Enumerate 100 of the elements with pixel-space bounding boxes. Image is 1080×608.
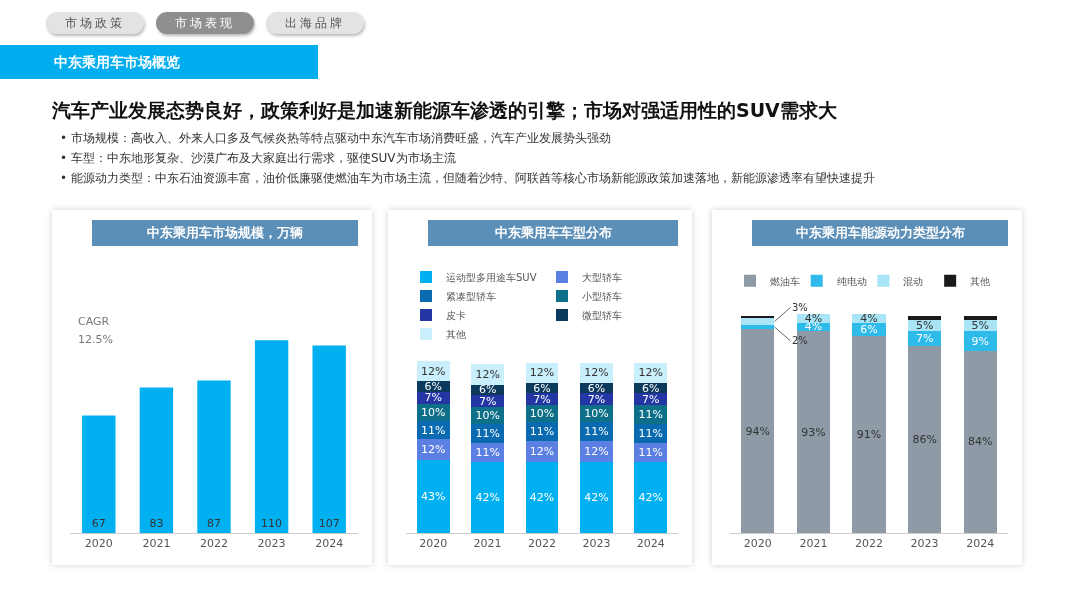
data-label: 9% <box>971 334 989 348</box>
data-label: 4% <box>860 311 878 325</box>
data-label: 42% <box>638 490 664 504</box>
bar <box>312 345 346 533</box>
x-tick-label: 2021 <box>473 537 502 551</box>
bar <box>634 461 668 533</box>
data-label: 6% <box>424 380 442 394</box>
data-label: 94% <box>745 424 771 438</box>
x-tick-label: 2021 <box>799 537 828 551</box>
text: CAGR <box>78 315 110 328</box>
x-tick-label: 2020 <box>419 537 448 551</box>
bar <box>907 316 942 321</box>
x-tick-label: 2022 <box>200 537 228 551</box>
data-label: 12% <box>420 443 446 457</box>
x-tick-label: 2024 <box>315 537 344 551</box>
legend-label: 紧凑型轿车 <box>446 290 496 302</box>
bar <box>471 461 504 533</box>
data-label: 12% <box>638 366 664 380</box>
text: 中东乘用车市场概览 <box>0 45 318 79</box>
data-label: 7% <box>424 391 442 405</box>
data-label: 6% <box>860 322 878 336</box>
bar <box>852 335 886 533</box>
text: 市场政策 <box>46 12 144 34</box>
data-label: 87 <box>207 517 221 530</box>
data-label: 6% <box>533 381 551 395</box>
text: • 市场规模：高收入、外来人口多及气候炎热等特点驱动中东汽车市场消费旺盛，汽车产业发展势头强劲 <box>60 130 612 147</box>
legend-label: 大型轿车 <box>582 271 622 283</box>
bar <box>525 461 559 533</box>
bar <box>580 461 613 533</box>
legend-label: 燃油车 <box>770 275 800 287</box>
data-label: 11% <box>475 445 500 459</box>
bar <box>741 318 775 325</box>
x-tick-label: 2024 <box>636 537 665 551</box>
legend-label: 微型轿车 <box>582 309 622 321</box>
bar <box>907 346 942 533</box>
x-tick-label: 2021 <box>142 537 171 551</box>
data-label: 11% <box>475 426 500 440</box>
bar <box>741 324 775 330</box>
data-label: 7% <box>478 394 497 408</box>
x-tick-label: 2022 <box>528 537 556 551</box>
data-label: 11% <box>420 423 446 437</box>
x-tick-label: 2020 <box>84 537 113 551</box>
annotation: 12.5% <box>78 333 113 346</box>
data-label: 11% <box>638 426 664 440</box>
data-label: 10% <box>584 407 609 421</box>
data-label: 12% <box>584 366 609 380</box>
data-label: 7% <box>587 392 606 406</box>
data-label: 86% <box>912 433 937 447</box>
data-label: 10% <box>420 405 446 419</box>
bar <box>254 340 289 533</box>
data-label: 11% <box>529 425 555 439</box>
data-label: 6% <box>478 383 497 397</box>
data-label: 11% <box>638 445 664 459</box>
data-label: 7% <box>915 332 934 346</box>
data-label: 67 <box>91 517 106 530</box>
text: 汽车产业发展态势良好，政策利好是加速新能源车渗透的引擎；市场对强适用性的SUV需求大 <box>52 98 837 123</box>
data-label: 5% <box>915 319 934 333</box>
x-tick-label: 2023 <box>257 537 286 551</box>
data-label: 83 <box>149 517 164 530</box>
data-label: 43% <box>420 489 446 503</box>
chart-title: 中东乘用车车型分布 <box>428 220 678 246</box>
data-label: 10% <box>529 407 555 421</box>
bar <box>139 387 174 533</box>
bar <box>741 329 775 533</box>
data-label: 93% <box>801 425 826 439</box>
text: 市场表现 <box>156 12 254 34</box>
data-label: 42% <box>529 490 555 504</box>
data-label: 110 <box>261 517 283 530</box>
legend-label: 小型轿车 <box>582 290 622 302</box>
legend-label: 皮卡 <box>446 309 466 321</box>
data-label: 11% <box>638 408 664 422</box>
data-label: 12% <box>584 444 609 458</box>
data-label: 107 <box>318 517 340 530</box>
x-tick-label: 2020 <box>743 537 772 551</box>
bar <box>741 316 775 319</box>
data-label: 84% <box>967 435 993 449</box>
data-label: 42% <box>584 490 609 504</box>
chart-title: 中东乘用车能源动力类型分布 <box>752 220 1008 246</box>
data-label: 91% <box>856 427 882 441</box>
legend-label: 其他 <box>446 328 466 340</box>
x-tick-label: 2022 <box>855 537 883 551</box>
bar <box>963 316 997 321</box>
text: • 车型：中东地形复杂、沙漠广布及大家庭出行需求，驱使SUV为市场主流 <box>60 150 457 167</box>
x-tick-label: 2023 <box>582 537 611 551</box>
data-label: 42% <box>475 490 500 504</box>
chart-title: 中东乘用车市场规模，万辆 <box>92 220 358 246</box>
bar <box>197 380 231 533</box>
data-label: 12% <box>529 444 555 458</box>
bar <box>963 350 997 533</box>
data-label: 12% <box>529 366 555 380</box>
x-tick-label: 2023 <box>910 537 939 551</box>
text: 出海品牌 <box>266 12 364 34</box>
data-label: 12% <box>420 364 446 378</box>
data-label: 10% <box>475 409 500 423</box>
legend-label: 其他 <box>970 275 991 287</box>
legend-label: 纯电动 <box>836 275 867 287</box>
x-tick-label: 2024 <box>966 537 995 551</box>
legend-label: 混动 <box>903 275 924 287</box>
text: • 能源动力类型：中东石油资源丰富，油价低廉驱使燃油车为市场主流，但随着沙特、阿联酋等核心市场新能源政策加速落地，新能源渗透率有望快速提升 <box>60 170 875 187</box>
bar <box>416 459 450 533</box>
